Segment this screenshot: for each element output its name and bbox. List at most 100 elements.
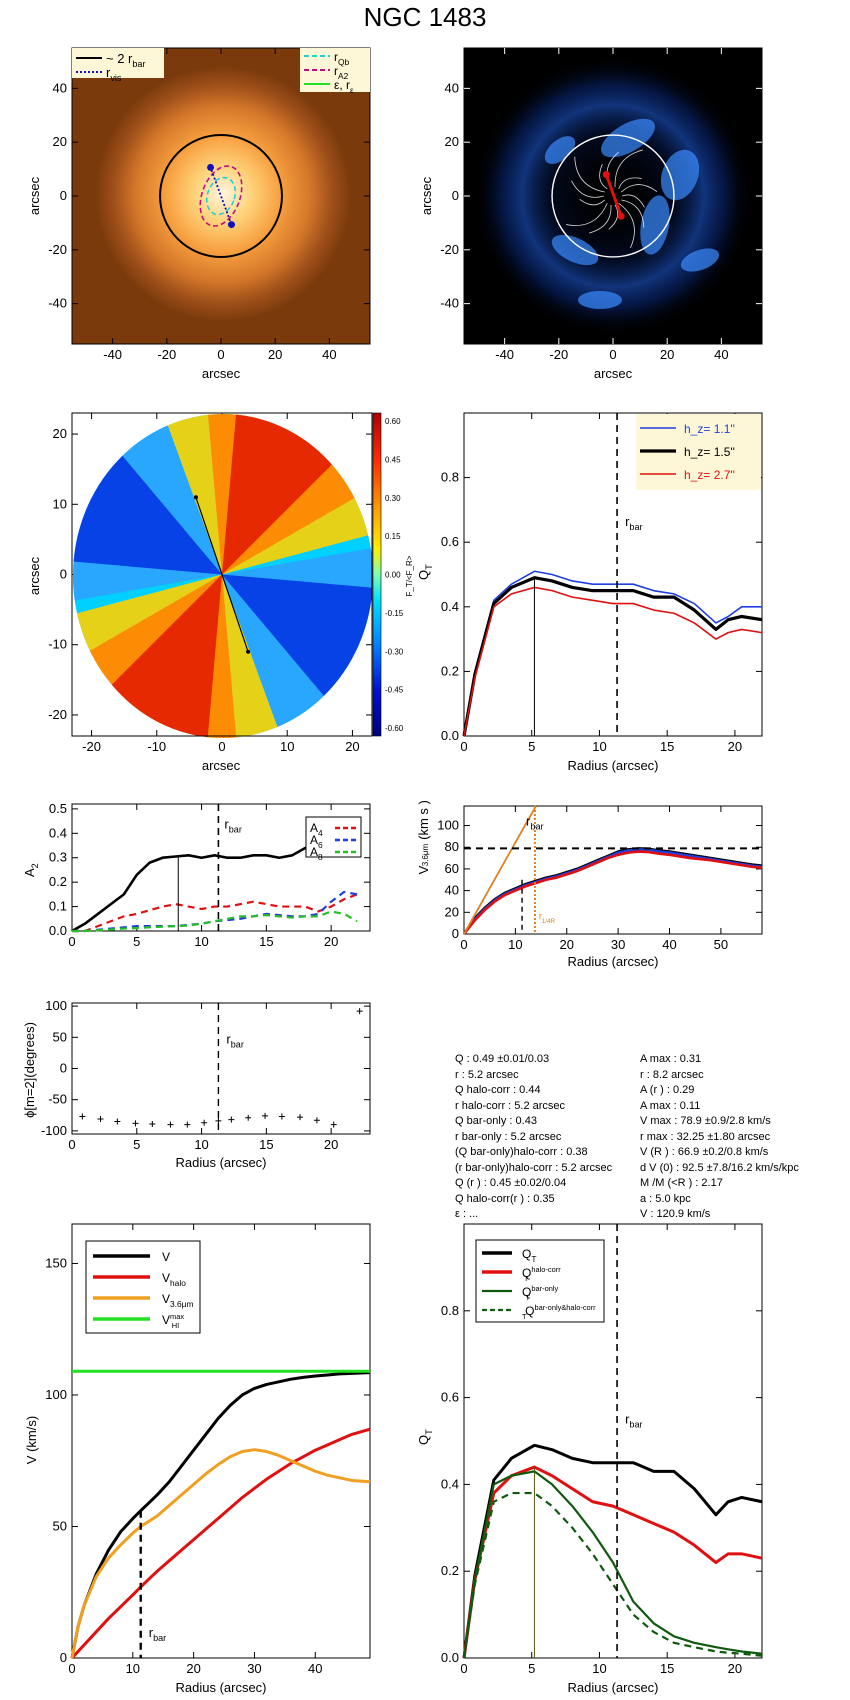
p6-ytick-label: 20 — [445, 904, 459, 919]
info-right-line: M /M (<R ) : 2.17 — [640, 1177, 723, 1189]
p2-contour — [571, 180, 604, 198]
p3-heat-wedge — [222, 529, 373, 738]
p7-rbar-label: rbar — [226, 1032, 244, 1050]
p3-bar-dot — [246, 649, 251, 654]
p6-xtick-label: 30 — [611, 937, 625, 952]
p1-xtick-label: 20 — [268, 347, 282, 362]
p7-point — [167, 1121, 174, 1128]
p5-series-line — [71, 846, 358, 933]
p9-xtick-label: 15 — [660, 1661, 674, 1676]
p2-ytick-label: 20 — [445, 134, 459, 149]
info-left-line: (r bar-only)halo-corr : 5.2 arcsec — [455, 1161, 613, 1174]
p1-legend-label: ~ 2 rbar — [106, 51, 146, 69]
p7-point — [149, 1121, 156, 1128]
p1-rvis-dot — [207, 163, 215, 171]
p3-colorbar-tick: -0.45 — [385, 686, 404, 695]
p7-xtick-label: 5 — [133, 1137, 140, 1152]
info-left-line: r bar-only : 5.2 arcsec — [455, 1130, 562, 1143]
p6-xtick-label: 50 — [714, 937, 728, 952]
p2-xtick-label: -20 — [549, 347, 568, 362]
p2-bar-line — [604, 173, 623, 217]
p2-ytick-label: 40 — [445, 80, 459, 95]
p4-ytick-label: 0.0 — [441, 728, 459, 743]
p3-frame-top — [71, 412, 373, 737]
p1-legend-label: rvis — [106, 65, 122, 83]
p1-ellipse-rA2 — [199, 165, 243, 227]
p2-emission-blob — [544, 136, 576, 164]
p6-ytick-label: 80 — [445, 839, 459, 854]
p4-xtick-label: 10 — [592, 739, 606, 754]
p5-series-line — [72, 893, 358, 933]
info-right-line: r max : 32.25 ±1.80 arcsec — [640, 1130, 771, 1143]
p3-colorbar-tick: 0.00 — [385, 571, 401, 580]
p7-point — [201, 1119, 208, 1126]
p4-xtick-label: 15 — [660, 739, 674, 754]
p9-xtick-label: 0 — [460, 1661, 467, 1676]
p7-point — [278, 1113, 285, 1120]
info-left-line: Q halo-corr(r ) : 0.35 — [455, 1192, 555, 1205]
p1-xlabel: arcsec — [202, 366, 241, 381]
p5-xtick-label: 0 — [68, 934, 75, 949]
p9-ytick-label: 0.6 — [441, 1390, 459, 1405]
p7-xtick-label: 20 — [324, 1137, 338, 1152]
p4-series-line — [462, 576, 763, 737]
p7-ytick-label: 50 — [53, 1029, 67, 1044]
p3-ytick-label: -10 — [48, 637, 67, 652]
p2-xtick-label: -40 — [495, 347, 514, 362]
p5-legend-label: A6 — [310, 833, 323, 850]
p9-ylabel: QT — [416, 1429, 434, 1445]
p2-contour — [621, 199, 645, 228]
p7-frame — [71, 1002, 371, 1135]
p3-xlabel: arcsec — [202, 758, 241, 773]
p3-colorbar-tick: -0.15 — [385, 609, 404, 618]
p7-point — [262, 1112, 269, 1119]
p5-legend-bg — [305, 816, 362, 858]
p5-ytick-label: 0.3 — [49, 850, 67, 865]
p9-series-line — [462, 1443, 763, 1659]
p3-xtick-label: 20 — [345, 739, 359, 754]
p3-colorbar-tick: 0.15 — [385, 532, 401, 541]
p4-ylabel: QT — [416, 564, 434, 580]
p6-ylabel: V — [416, 865, 431, 874]
p2-contour — [574, 156, 605, 193]
info-left-line: Q halo-corr : 0.44 — [455, 1084, 541, 1096]
p3-xtick-label: -20 — [82, 739, 101, 754]
p8-xtick-label: 40 — [308, 1661, 322, 1676]
p5-rbar-label: rbar — [224, 816, 242, 834]
p3-colorbar-tick: -0.60 — [385, 724, 404, 733]
p1-ytick-label: -20 — [48, 242, 67, 257]
p8-xtick-label: 0 — [68, 1661, 75, 1676]
p2-emission-blob — [680, 248, 720, 272]
p1-xtick-label: -40 — [103, 347, 122, 362]
info-right-line: A max : 0.11 — [640, 1099, 701, 1112]
p2-ytick-label: -20 — [440, 242, 459, 257]
p2-contour — [618, 177, 642, 189]
p4-xtick-label: 20 — [728, 739, 742, 754]
p4-xtick-label: 5 — [528, 739, 535, 754]
p9-legend-label: QT — [522, 1247, 536, 1264]
p2-contour — [620, 184, 658, 193]
p1-xtick-label: 40 — [322, 347, 336, 362]
p9-series-line — [462, 1491, 763, 1659]
info-left-line: (Q bar-only)halo-corr : 0.38 — [455, 1146, 588, 1158]
p6-ylabel-sub: 3.6μm — [421, 843, 430, 866]
p3-colorbar — [372, 412, 382, 737]
p3-xtick-label: 10 — [280, 739, 294, 754]
p1-xtick-label: 0 — [217, 347, 224, 362]
p1-ytick-label: -40 — [48, 296, 67, 311]
p8-rbar-label: rbar — [149, 1625, 167, 1643]
p3-xtick-label: -10 — [147, 739, 166, 754]
p2-xlabel: arcsec — [594, 366, 633, 381]
p4-frame — [463, 412, 763, 737]
p2-circle — [551, 134, 675, 258]
info-right-line: A (r ) : 0.29 — [640, 1084, 695, 1096]
p7-point — [79, 1113, 86, 1120]
p8-ytick-label: 150 — [45, 1255, 67, 1270]
p2-emission-blob — [601, 118, 655, 158]
p1-xtick-label: -20 — [157, 347, 176, 362]
p3-colorbar-tick: 0.45 — [385, 455, 401, 464]
p6-ylabel-units: (km s ) — [416, 800, 431, 840]
p7-point — [97, 1116, 104, 1123]
p7-xlabel: Radius (arcsec) — [175, 1155, 266, 1170]
p5-ytick-label: 0.5 — [49, 801, 67, 816]
